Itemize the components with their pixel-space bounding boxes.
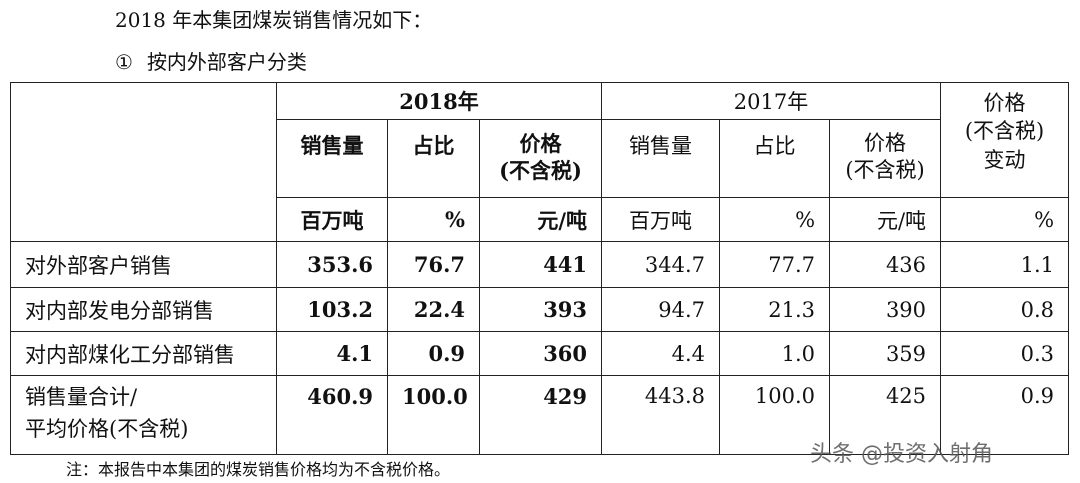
cell-2018-share: 0.9 [387,331,480,376]
header-2017-volume: 销售量 [601,119,721,198]
cell-2018-price: 429 [478,375,603,455]
header-2018-price: 价格 (不含税) [478,119,603,198]
cell-change: 0.8 [940,287,1070,332]
unit-2017-share: % [719,197,831,242]
subtitle-marker: ① [115,50,133,74]
watermark: 头条 @投资入射角 [810,442,993,467]
header-2018-share: 占比 [387,119,480,198]
table-row: 对外部客户销售 353.6 76.7 441 344.7 77.7 436 1.… [10,241,1070,288]
table-row: 对内部煤化工分部销售 4.1 0.9 360 4.4 1.0 359 0.3 [10,331,1070,376]
header-price-change: 价格 (不含税) 变动 [940,82,1070,198]
cell-2017-volume: 344.7 [601,241,721,288]
cell-2018-volume: 460.9 [276,375,388,455]
row-label: 销售量合计/ 平均价格(不含税) [10,375,277,455]
unit-2017-price: 元/吨 [829,197,942,242]
header-year-2017: 2017年 [601,82,942,120]
unit-2018-volume: 百万吨 [276,197,388,242]
unit-change: % [940,197,1070,242]
cell-change: 1.1 [940,241,1070,288]
intro-text: 2018 年本集团煤炭销售情况如下： [115,8,433,32]
header-2017-share: 占比 [719,119,831,198]
cell-2017-price: 436 [829,241,942,288]
table-row: 销售量合计/ 平均价格(不含税) 460.9 100.0 429 443.8 1… [10,375,1070,455]
unit-2018-share: % [387,197,480,242]
subtitle: ① 按内外部客户分类 [115,46,307,75]
subtitle-text: 按内外部客户分类 [146,50,307,74]
cell-2018-volume: 4.1 [276,331,388,376]
cell-2018-share: 22.4 [387,287,480,332]
cell-2017-price: 390 [829,287,942,332]
coal-sales-table: 2018年 2017年 价格 (不含税) 变动 销售量 占比 价格 (不含税) … [10,82,1070,455]
cell-2018-price: 393 [478,287,603,332]
cell-2017-volume: 443.8 [601,375,721,455]
row-label: 对内部煤化工分部销售 [10,331,277,376]
cell-2018-price: 441 [478,241,603,288]
cell-2018-volume: 353.6 [276,241,388,288]
unit-2018-price: 元/吨 [478,197,603,242]
cell-2017-share: 21.3 [719,287,831,332]
header-empty-cell [10,82,277,242]
cell-change: 0.3 [940,331,1070,376]
header-2018-volume: 销售量 [276,119,388,198]
cell-2017-share: 77.7 [719,241,831,288]
cell-2018-share: 76.7 [387,241,480,288]
cell-2018-volume: 103.2 [276,287,388,332]
cell-2018-price: 360 [478,331,603,376]
row-label: 对内部发电分部销售 [10,287,277,332]
row-label: 对外部客户销售 [10,241,277,288]
header-2017-price: 价格 (不含税) [829,119,942,198]
header-year-2018: 2018年 [275,82,603,120]
cell-2017-volume: 4.4 [601,331,721,376]
table-row: 对内部发电分部销售 103.2 22.4 393 94.7 21.3 390 0… [10,287,1070,332]
cell-change: 0.9 [940,375,1070,455]
footnote: 注：本报告中本集团的煤炭销售价格均为不含税价格。 [66,460,451,479]
cell-2017-volume: 94.7 [601,287,721,332]
cell-2017-share: 100.0 [719,375,831,455]
unit-2017-volume: 百万吨 [601,197,721,242]
cell-2017-price: 359 [829,331,942,376]
cell-2017-share: 1.0 [719,331,831,376]
cell-2018-share: 100.0 [387,375,480,455]
